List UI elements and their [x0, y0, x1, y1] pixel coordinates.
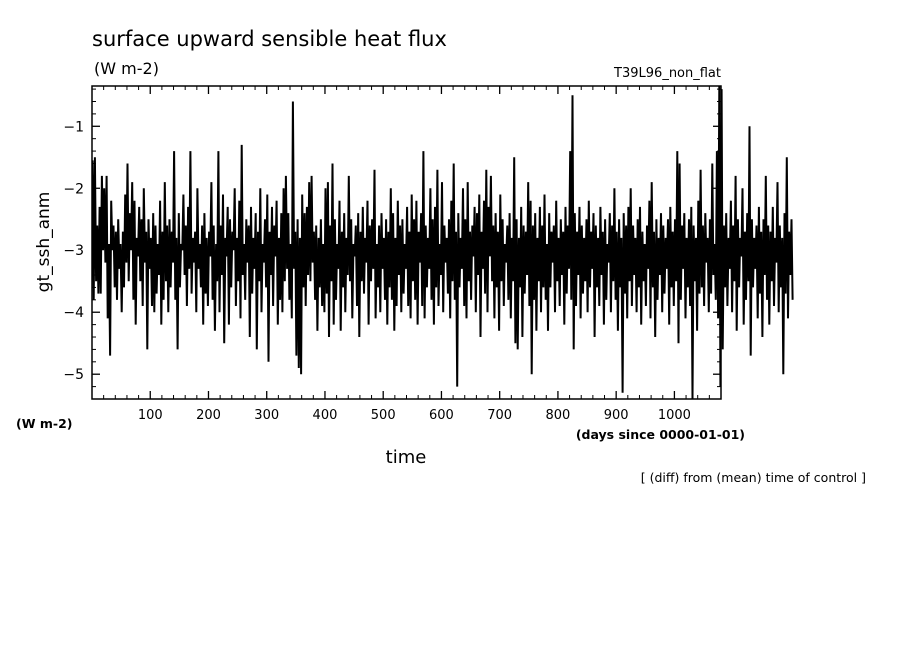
x-tick-label: 800 [546, 408, 571, 423]
x-tick-label: 400 [313, 408, 338, 423]
title-units: (W m-2) [94, 59, 159, 78]
x-tick-label: 600 [429, 408, 454, 423]
chart-note: [ (diff) from (mean) time of control ] [641, 470, 866, 485]
run-label: T39L96_non_flat [613, 66, 721, 81]
y-tick-label: −2 [63, 181, 84, 197]
plot-area: 100 200 300 400 500 600 700 800 900 1000 −5 −4 −3 −2… [63, 85, 794, 423]
x-tick-label: 900 [604, 408, 629, 423]
series-line [91, 85, 794, 400]
x-tick-label: 700 [487, 408, 512, 423]
y-axis-label: gt_ssh_anm [34, 192, 54, 293]
x-axis-label: time [386, 447, 427, 468]
x-tick-label: 1000 [658, 408, 691, 423]
x-tick-label: 500 [371, 408, 396, 423]
x-axis-units: (days since 0000-01-01) [576, 427, 745, 442]
y-tick-label: −4 [63, 305, 84, 321]
y-tick-label: −5 [63, 367, 84, 383]
x-tick-label: 200 [196, 408, 221, 423]
y-axis-units: (W m-2) [16, 416, 72, 431]
x-axis-ticks: 100 200 300 400 500 600 700 800 900 1000 [103, 86, 710, 423]
chart-title: surface upward sensible heat flux [92, 27, 447, 51]
x-tick-label: 100 [138, 408, 163, 423]
y-tick-label: −3 [63, 243, 84, 259]
y-tick-label: −1 [63, 119, 84, 135]
x-tick-label: 300 [254, 408, 279, 423]
